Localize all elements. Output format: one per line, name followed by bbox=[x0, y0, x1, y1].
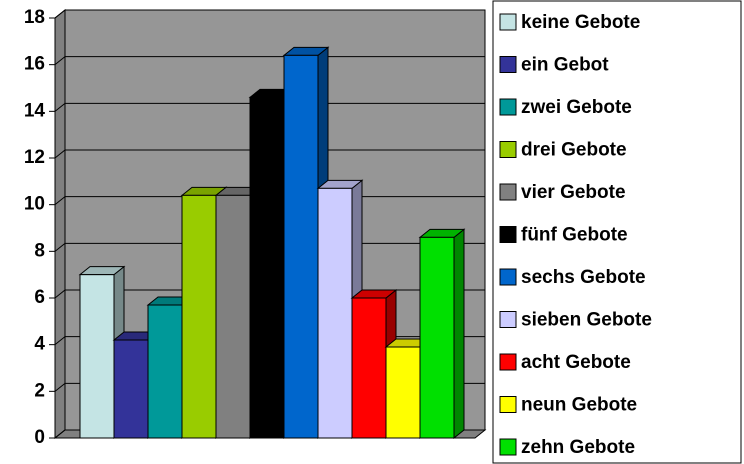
bar bbox=[351, 297, 387, 439]
bar bbox=[419, 236, 455, 439]
legend-swatch bbox=[499, 396, 517, 413]
legend-label: sechs Gebote bbox=[521, 267, 646, 288]
grid-line bbox=[54, 429, 66, 439]
y-tick-label: 2 bbox=[34, 380, 45, 401]
bar bbox=[317, 187, 353, 439]
legend-swatch bbox=[499, 311, 517, 328]
grid-line bbox=[54, 242, 66, 252]
grid-line bbox=[54, 336, 66, 346]
legend-label: drei Gebote bbox=[521, 140, 627, 161]
grid-line bbox=[54, 56, 66, 66]
grid-line bbox=[54, 196, 66, 206]
y-tick-label: 8 bbox=[34, 240, 45, 261]
legend-swatch bbox=[499, 98, 517, 116]
legend-swatch bbox=[499, 183, 517, 201]
legend-label: fünf Gebote bbox=[521, 225, 628, 246]
y-tick-label: 0 bbox=[34, 427, 45, 448]
y-tick-label: 6 bbox=[34, 287, 45, 308]
bar bbox=[79, 274, 115, 439]
legend-label: neun Gebote bbox=[521, 395, 637, 416]
legend-swatch bbox=[499, 13, 517, 31]
bar bbox=[249, 96, 285, 439]
bar bbox=[215, 194, 251, 439]
side-wall bbox=[54, 8, 66, 440]
legend-box bbox=[492, 0, 742, 464]
y-tick-label: 14 bbox=[24, 100, 46, 121]
y-tick-label: 4 bbox=[34, 334, 45, 355]
legend-swatch bbox=[499, 226, 517, 243]
y-tick-label: 10 bbox=[24, 194, 45, 215]
legend-label: zwei Gebote bbox=[521, 97, 632, 118]
legend-swatch bbox=[499, 56, 517, 73]
grid-line bbox=[54, 9, 66, 19]
y-tick-label: 18 bbox=[24, 7, 45, 28]
legend-label: sieben Gebote bbox=[521, 310, 652, 331]
grid-line bbox=[54, 102, 66, 112]
grid-line bbox=[54, 149, 66, 159]
bar bbox=[283, 54, 319, 439]
y-tick-label: 16 bbox=[24, 54, 45, 75]
legend-label: ein Gebot bbox=[521, 55, 609, 76]
grid-line bbox=[54, 289, 66, 299]
legend-label: vier Gebote bbox=[521, 182, 626, 203]
legend-swatch bbox=[499, 141, 517, 158]
bar bbox=[181, 194, 217, 439]
legend-label: acht Gebote bbox=[521, 352, 631, 373]
bar bbox=[113, 339, 149, 439]
legend-swatch bbox=[499, 268, 517, 286]
legend-swatch bbox=[499, 353, 517, 371]
bar bbox=[385, 346, 421, 439]
bar-side bbox=[453, 228, 465, 440]
bar bbox=[147, 304, 183, 439]
legend-label: zehn Gebote bbox=[521, 437, 635, 458]
legend-label: keine Gebote bbox=[521, 12, 640, 33]
legend-swatch bbox=[499, 438, 517, 456]
y-tick-label: 12 bbox=[24, 147, 45, 168]
grid-line bbox=[54, 382, 66, 392]
